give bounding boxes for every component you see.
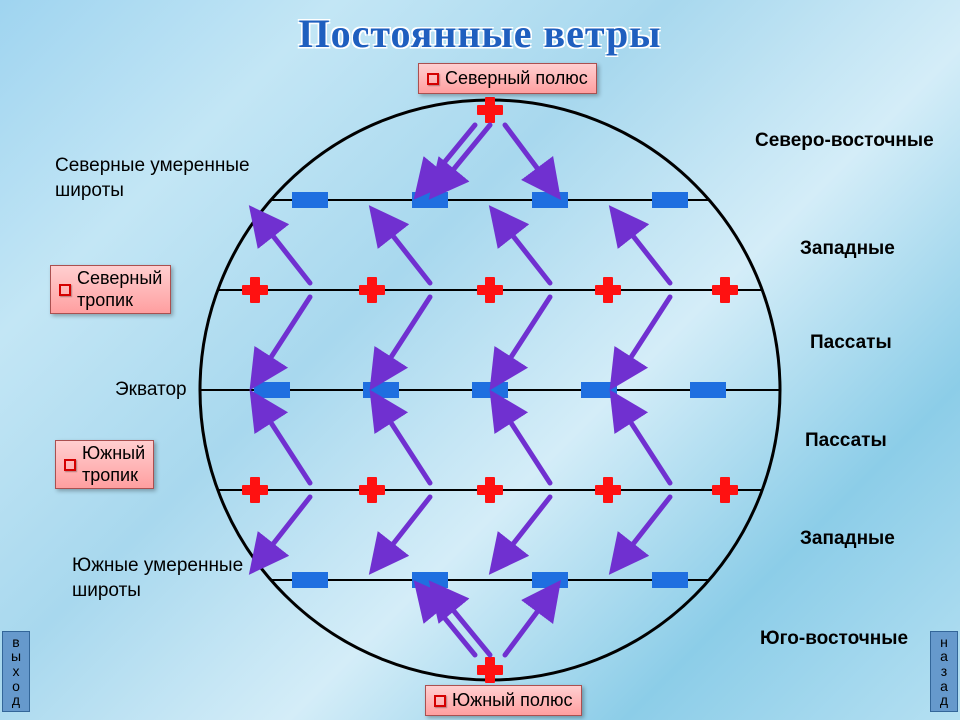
label-trade-n: Пассаты: [810, 332, 892, 354]
box-north-pole-label: Северный полюс: [445, 68, 588, 88]
box-south-pole-label: Южный полюс: [452, 690, 573, 710]
label-south-temperate-2: широты: [72, 580, 141, 602]
label-north-temperate-2: широты: [55, 180, 124, 202]
wind-diagram: [0, 0, 960, 720]
label-west-s: Западные: [800, 528, 895, 550]
exit-button[interactable]: в ы х о д: [2, 631, 30, 712]
label-trade-s: Пассаты: [805, 430, 887, 452]
label-north-temperate-1: Северные умеренные: [55, 155, 250, 177]
exit-button-label: в ы х о д: [11, 634, 21, 709]
label-ne: Северо-восточные: [755, 130, 934, 152]
box-north-tropic: Северныйтропик: [50, 265, 171, 314]
box-south-tropic: Южныйтропик: [55, 440, 154, 489]
label-equator: Экватор: [115, 379, 187, 401]
box-south-tropic-label: Южныйтропик: [82, 443, 145, 485]
label-south-temperate-1: Южные умеренные: [72, 555, 243, 577]
back-button-label: н а з а д: [940, 634, 948, 709]
box-north-tropic-label: Северныйтропик: [77, 268, 162, 310]
label-se: Юго-восточные: [760, 628, 908, 650]
label-west-n: Западные: [800, 238, 895, 260]
box-north-pole: Северный полюс: [418, 63, 597, 94]
back-button[interactable]: н а з а д: [930, 631, 958, 712]
box-south-pole: Южный полюс: [425, 685, 582, 716]
